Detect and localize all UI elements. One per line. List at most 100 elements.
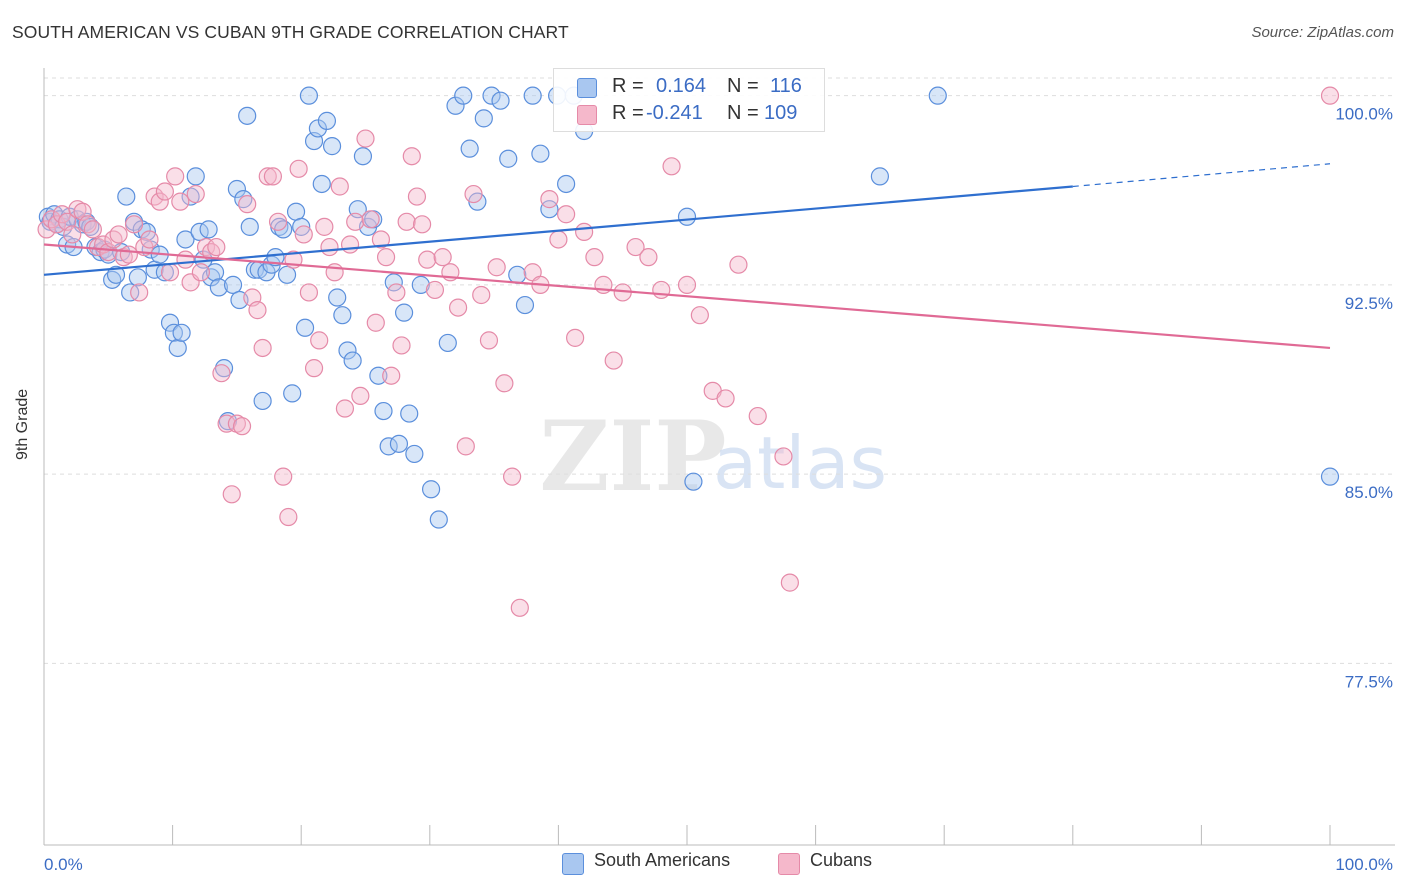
south-american-point bbox=[199, 220, 218, 239]
cuban-point bbox=[540, 190, 559, 209]
y-axis-title: 9th Grade bbox=[14, 388, 31, 460]
cuban-point bbox=[268, 212, 288, 231]
y-tick-label: 100.0% bbox=[1335, 105, 1393, 124]
watermark-zip: ZIP bbox=[539, 400, 726, 513]
cuban-point bbox=[549, 230, 568, 249]
y-tick-label: 85.0% bbox=[1345, 483, 1393, 502]
south-american-point bbox=[317, 111, 337, 130]
south-american-point bbox=[343, 351, 362, 370]
cuban-point bbox=[335, 399, 355, 418]
cuban-point bbox=[346, 212, 365, 231]
cuban-point bbox=[356, 129, 375, 148]
cuban-point bbox=[227, 414, 246, 433]
south-american-point bbox=[299, 86, 319, 105]
south-american-point bbox=[168, 338, 187, 358]
cuban-point bbox=[294, 225, 313, 244]
legend-label: South Americans bbox=[594, 850, 731, 870]
cuban-point bbox=[1320, 86, 1340, 105]
cuban-point bbox=[83, 220, 102, 239]
cuban-point bbox=[176, 250, 195, 269]
south-american-point bbox=[684, 472, 703, 491]
n-value: 109 bbox=[764, 102, 798, 124]
south-american-point bbox=[540, 200, 559, 219]
y-axis-title-wrap: 9th Grade bbox=[14, 389, 44, 520]
cuban-point bbox=[510, 598, 529, 617]
south-american-point bbox=[295, 318, 315, 337]
south-american-point bbox=[312, 174, 331, 194]
cuban-point bbox=[503, 467, 522, 486]
legend-label: Cubans bbox=[810, 850, 873, 870]
south-american-point bbox=[223, 275, 243, 294]
cuban-point bbox=[68, 200, 87, 219]
cuban-point bbox=[160, 263, 180, 282]
n-value: 116 bbox=[770, 75, 802, 97]
south-american-point bbox=[117, 187, 136, 206]
south-american-point bbox=[338, 341, 357, 360]
south-american-point bbox=[240, 217, 259, 236]
south-american-point bbox=[429, 510, 448, 529]
cuban-point bbox=[289, 159, 308, 178]
cuban-point bbox=[222, 485, 241, 504]
stats-row-south-americans: R = 0.164 N = 116 bbox=[554, 75, 824, 101]
south-american-point bbox=[283, 384, 302, 403]
south-american-point bbox=[164, 323, 183, 342]
cuban-point bbox=[397, 212, 416, 231]
cuban-point bbox=[238, 195, 257, 214]
south-american-point bbox=[531, 144, 550, 163]
south-american-point bbox=[205, 263, 225, 282]
cuban-point bbox=[310, 331, 329, 350]
cuban-point bbox=[191, 263, 210, 282]
cuban-point bbox=[472, 285, 491, 305]
cuban-point bbox=[145, 187, 164, 206]
cuban-point bbox=[387, 283, 406, 302]
south-american-point bbox=[160, 313, 180, 332]
cuban-point bbox=[150, 192, 169, 211]
cuban-point bbox=[315, 217, 334, 236]
cuban-point bbox=[124, 215, 144, 234]
south-american-point bbox=[286, 202, 306, 221]
watermark-atlas: atlas bbox=[713, 421, 887, 505]
south-american-point bbox=[454, 86, 473, 105]
cuban-point bbox=[566, 328, 585, 347]
cuban-point bbox=[320, 237, 339, 257]
cuban-point bbox=[166, 167, 185, 186]
cuban-point bbox=[114, 248, 133, 267]
south-american-point bbox=[438, 333, 457, 353]
x-tick-label: 0.0% bbox=[44, 855, 83, 874]
x-tick-label: 100.0% bbox=[1335, 855, 1393, 874]
south-american-point bbox=[128, 268, 147, 287]
cuban-point bbox=[371, 230, 391, 249]
south-american-point bbox=[491, 91, 510, 110]
cuban-point bbox=[253, 338, 272, 358]
n-label: N = bbox=[727, 102, 759, 124]
y-tick-label: 92.5% bbox=[1345, 294, 1393, 313]
cuban-point bbox=[425, 280, 445, 300]
cuban-point bbox=[677, 275, 697, 294]
south-american-point bbox=[515, 295, 535, 315]
south-american-point bbox=[214, 359, 234, 378]
cuban-point bbox=[361, 210, 380, 229]
cuban-point bbox=[729, 255, 748, 274]
south-american-point bbox=[81, 217, 100, 236]
cuban-point bbox=[748, 406, 767, 426]
source-label: Source: ZipAtlas.com bbox=[1251, 24, 1394, 41]
south-american-point bbox=[557, 174, 576, 194]
south-american-point bbox=[176, 230, 195, 249]
south-american-point bbox=[353, 147, 373, 166]
south-american-point bbox=[421, 480, 441, 499]
south-american-point bbox=[482, 86, 501, 105]
cuban-point bbox=[366, 313, 385, 332]
south-american-point bbox=[508, 265, 527, 284]
cuban-point bbox=[774, 447, 793, 466]
south-american-point bbox=[333, 306, 352, 325]
south-american-point bbox=[474, 109, 493, 128]
pink-swatch bbox=[577, 105, 597, 125]
cuban-point bbox=[304, 359, 324, 378]
cuban-point bbox=[464, 184, 483, 204]
cuban-point bbox=[299, 283, 319, 302]
y-tick-label: 77.5% bbox=[1345, 672, 1393, 691]
south-american-point bbox=[209, 278, 228, 297]
cuban-point bbox=[392, 336, 411, 355]
cuban-point bbox=[585, 248, 604, 267]
south-american-point bbox=[328, 288, 347, 307]
